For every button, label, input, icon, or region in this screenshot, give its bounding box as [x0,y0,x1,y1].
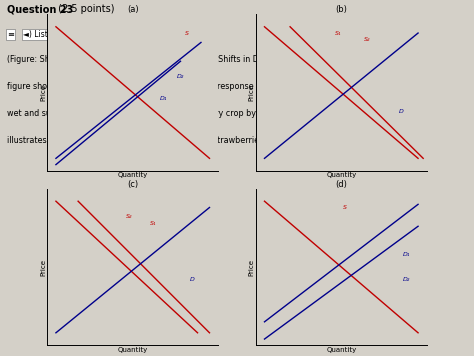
Title: (a): (a) [127,5,138,14]
Text: D₁: D₁ [402,252,410,257]
Text: ≡: ≡ [7,30,14,39]
Text: Question 23: Question 23 [7,5,73,15]
Text: D₂: D₂ [177,74,184,79]
X-axis label: Quantity: Quantity [118,172,148,178]
Text: D₁: D₁ [160,96,167,101]
Text: (Figure: Shifts in Demand and Supply III) Use Figure: Shifts in Demand and Suppl: (Figure: Shifts in Demand and Supply III… [7,55,364,64]
Y-axis label: Price: Price [248,258,255,276]
Text: S₂: S₂ [126,214,133,219]
Text: D₂: D₂ [402,277,410,282]
Title: (c): (c) [127,179,138,189]
Y-axis label: Price: Price [40,84,46,101]
Text: S₁: S₁ [335,31,341,36]
X-axis label: Quantity: Quantity [326,172,356,178]
Text: S₂: S₂ [364,37,370,42]
Text: ►: ► [83,30,89,39]
Text: wet and sunny year increases the nation’s strawberry crop by 20%. Which panel BE: wet and sunny year increases the nation’… [7,109,354,118]
Text: D: D [399,109,403,114]
X-axis label: Quantity: Quantity [326,347,356,353]
Text: (2.5 points): (2.5 points) [55,5,114,15]
Y-axis label: Price: Price [248,84,255,101]
Text: illustrates how this event will affect the market for strawberries?: illustrates how this event will affect t… [7,136,268,145]
Text: figure shows how supply and demand might shift in response to specific events. S: figure shows how supply and demand might… [7,82,374,91]
Title: (b): (b) [335,5,347,14]
Title: (d): (d) [335,179,347,189]
Text: ◄) Listen: ◄) Listen [23,30,57,39]
Y-axis label: Price: Price [40,258,46,276]
Text: S: S [185,31,189,36]
Text: D: D [190,277,195,282]
Text: S: S [343,205,346,210]
X-axis label: Quantity: Quantity [118,347,148,353]
Text: S₁: S₁ [150,221,156,226]
